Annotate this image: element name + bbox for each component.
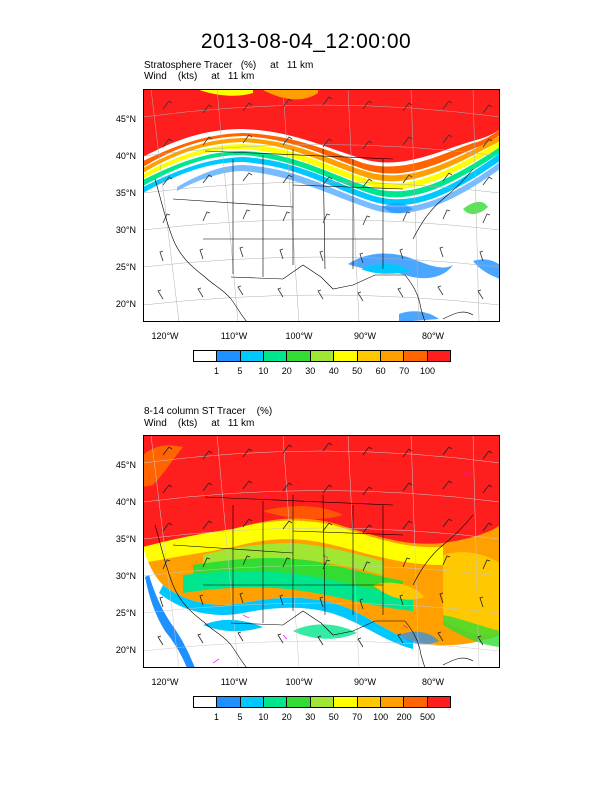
- colorbar-tick-label: 1: [213, 712, 219, 722]
- colorbar-swatch: [217, 351, 241, 361]
- colorbar-swatch: [240, 351, 265, 361]
- colorbar-swatch: [240, 697, 265, 707]
- colorbar-tick-label: 70: [399, 366, 410, 376]
- panel1-lon-label: 90°W: [353, 331, 377, 341]
- colorbar-tick-label: 30: [305, 712, 316, 722]
- colorbar-swatch: [310, 351, 335, 361]
- colorbar-swatch: [380, 697, 405, 707]
- panel1-subtitle-line2: Wind (kts) at 11 km: [144, 71, 255, 82]
- colorbar-tick-label: 10: [258, 712, 269, 722]
- colorbar-swatch: [357, 697, 381, 707]
- panel1-colorbar: [193, 350, 451, 362]
- panel1-lat-label: 20°N: [115, 299, 136, 309]
- colorbar-tick-label: 40: [328, 366, 339, 376]
- colorbar-tick-label: 20: [281, 712, 292, 722]
- panel2-lat-label: 25°N: [115, 608, 136, 618]
- panel2-lat-label: 35°N: [115, 534, 136, 544]
- panel1-subtitle-line1: Stratosphere Tracer (%) at 11 km: [144, 60, 314, 71]
- panel2-colorbar: [193, 696, 451, 708]
- panel1-lon-label: 80°W: [421, 331, 445, 341]
- panel1-lat-label: 45°N: [115, 114, 136, 124]
- panel2-lat-label: 45°N: [115, 460, 136, 470]
- panel2-subtitle-line2: Wind (kts) at 11 km: [144, 418, 255, 429]
- colorbar-tick-label: 500: [420, 712, 436, 722]
- colorbar-swatch: [264, 697, 288, 707]
- colorbar-swatch: [334, 351, 358, 361]
- colorbar-swatch: [194, 697, 218, 707]
- colorbar-tick-label: 10: [258, 366, 269, 376]
- colorbar-tick-label: 20: [281, 366, 292, 376]
- panel1-map: [143, 89, 500, 322]
- panel2-lon-label: 80°W: [421, 677, 445, 687]
- colorbar-tick-label: 5: [237, 366, 243, 376]
- panel1-lat-label: 25°N: [115, 262, 136, 272]
- panel1-lon-label: 100°W: [285, 331, 313, 341]
- colorbar-swatch: [310, 697, 335, 707]
- panel2-subtitle-line1: 8-14 column ST Tracer (%): [144, 406, 273, 417]
- colorbar-swatch: [287, 697, 311, 707]
- colorbar-tick-label: 100: [420, 366, 436, 376]
- colorbar-swatch: [427, 697, 450, 707]
- panel2-lon-label: 100°W: [285, 677, 313, 687]
- panel1-lat-label: 35°N: [115, 188, 136, 198]
- panel1-lon-label: 120°W: [151, 331, 179, 341]
- colorbar-tick-label: 100: [373, 712, 389, 722]
- colorbar-swatch: [287, 351, 311, 361]
- colorbar-swatch: [334, 697, 358, 707]
- colorbar-swatch: [194, 351, 218, 361]
- panel2-lon-label: 120°W: [151, 677, 179, 687]
- colorbar-tick-label: 30: [305, 366, 316, 376]
- colorbar-tick-label: 60: [375, 366, 386, 376]
- panel2-lat-label: 40°N: [115, 497, 136, 507]
- panel2-lon-label: 110°W: [220, 677, 248, 687]
- panel2-lat-label: 20°N: [115, 645, 136, 655]
- panel2-lon-label: 90°W: [353, 677, 377, 687]
- panel2-lat-label: 30°N: [115, 571, 136, 581]
- colorbar-tick-label: 5: [237, 712, 243, 722]
- colorbar-tick-label: 200: [396, 712, 412, 722]
- colorbar-tick-label: 50: [352, 366, 363, 376]
- panel1-lat-label: 30°N: [115, 225, 136, 235]
- colorbar-swatch: [217, 697, 241, 707]
- colorbar-swatch: [264, 351, 288, 361]
- colorbar-tick-label: 50: [328, 712, 339, 722]
- colorbar-swatch: [404, 351, 428, 361]
- colorbar-swatch: [427, 351, 450, 361]
- colorbar-swatch: [380, 351, 405, 361]
- panel1-lat-label: 40°N: [115, 151, 136, 161]
- main-title: 2013-08-04_12:00:00: [200, 30, 412, 53]
- colorbar-tick-label: 70: [352, 712, 363, 722]
- panel1-lon-label: 110°W: [220, 331, 248, 341]
- colorbar-tick-label: 1: [213, 366, 219, 376]
- panel2-map: [143, 435, 500, 668]
- colorbar-swatch: [404, 697, 428, 707]
- colorbar-swatch: [357, 351, 381, 361]
